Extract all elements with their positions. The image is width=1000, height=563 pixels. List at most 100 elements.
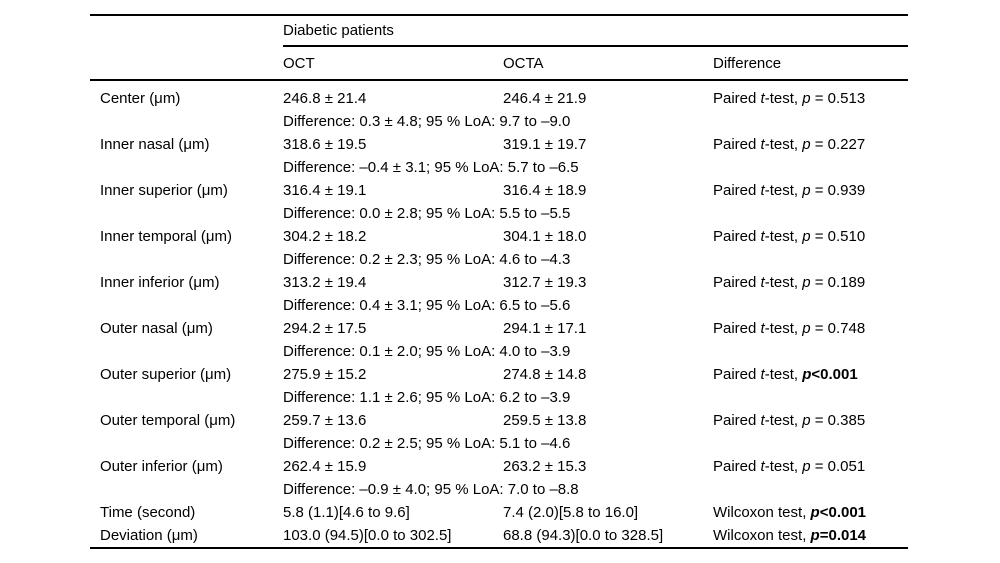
statistic-value: Paired t-test, p = 0.939: [713, 182, 866, 199]
note-row-empty-cell: [90, 386, 283, 409]
octa-value: 312.7 ± 19.3: [503, 274, 587, 291]
difference-note-row: Difference: 0.2 ± 2.3; 95 % LoA: 4.6 to …: [90, 248, 908, 271]
difference-note: Difference: 0.2 ± 2.3; 95 % LoA: 4.6 to …: [283, 251, 571, 268]
table-row: Inner superior (μm) 316.4 ± 19.1 316.4 ± 1…: [90, 179, 908, 202]
octa-value: 259.5 ± 13.8: [503, 412, 587, 429]
difference-note-row: Difference: 1.1 ± 2.6; 95 % LoA: 6.2 to …: [90, 386, 908, 409]
p-value: p = 0.748: [802, 320, 866, 337]
column-header-row: OCT OCTA Difference: [90, 46, 908, 81]
row-label: Inner superior (μm): [100, 182, 228, 199]
p-value: p = 0.189: [802, 274, 866, 291]
table-row: Inner nasal (μm) 318.6 ± 19.5 319.1 ± 19.7…: [90, 133, 908, 156]
octa-value: 304.1 ± 18.0: [503, 228, 587, 245]
difference-note: Difference: 0.4 ± 3.1; 95 % LoA: 6.5 to …: [283, 297, 571, 314]
difference-note-row: Difference: 0.1 ± 2.0; 95 % LoA: 4.0 to …: [90, 340, 908, 363]
note-row-empty-cell: [90, 110, 283, 133]
p-value: p<0.001: [802, 366, 858, 383]
difference-note: Difference: 0.3 ± 4.8; 95 % LoA: 9.7 to …: [283, 113, 571, 130]
table-body: Center (μm) 246.8 ± 21.4 246.4 ± 21.9 Paire…: [90, 80, 908, 549]
row-label: Outer temporal (μm): [100, 412, 236, 429]
difference-note-row: Difference: –0.9 ± 4.0; 95 % LoA: 7.0 to…: [90, 478, 908, 501]
difference-note: Difference: 0.0 ± 2.8; 95 % LoA: 5.5 to …: [283, 205, 571, 222]
oct-octa-comparison-table: Diabetic patients OCT OCTA Difference Ce…: [90, 14, 908, 549]
oct-value: 262.4 ± 15.9: [283, 458, 367, 475]
oct-value: 304.2 ± 18.2: [283, 228, 367, 245]
statistic-value: Paired t-test, p = 0.189: [713, 274, 866, 291]
statistic-value: Paired t-test, p = 0.227: [713, 136, 866, 153]
row-label: Outer nasal (μm): [100, 320, 213, 337]
difference-note: Difference: 0.1 ± 2.0; 95 % LoA: 4.0 to …: [283, 343, 571, 360]
oct-value: 313.2 ± 19.4: [283, 274, 367, 291]
octa-value: 7.4 (2.0)[5.8 to 16.0]: [503, 504, 639, 521]
p-value: p = 0.227: [802, 136, 866, 153]
table-header: Diabetic patients OCT OCTA Difference: [90, 14, 908, 81]
oct-value: 246.8 ± 21.4: [283, 90, 367, 107]
statistic-value: Paired t-test, p = 0.748: [713, 320, 866, 337]
difference-note-row: Difference: 0.0 ± 2.8; 95 % LoA: 5.5 to …: [90, 202, 908, 225]
table-row: Outer temporal (μm) 259.7 ± 13.6 259.5 ± 1…: [90, 409, 908, 432]
column-header-octa: OCTA: [503, 46, 713, 81]
octa-value: 68.8 (94.3)[0.0 to 328.5]: [503, 524, 713, 549]
row-label: Center (μm): [100, 90, 181, 107]
spanner-row: Diabetic patients: [90, 14, 908, 47]
note-row-empty-cell: [90, 202, 283, 225]
difference-note-row: Difference: 0.3 ± 4.8; 95 % LoA: 9.7 to …: [90, 110, 908, 133]
octa-value: 274.8 ± 14.8: [503, 366, 587, 383]
note-row-empty-cell: [90, 478, 283, 501]
oct-value: 318.6 ± 19.5: [283, 136, 367, 153]
table-row: Inner temporal (μm) 304.2 ± 18.2 304.1 ± 1…: [90, 225, 908, 248]
p-value: p<0.001: [810, 504, 867, 521]
column-header-oct: OCT: [283, 46, 503, 81]
row-label: Time (second): [100, 504, 196, 521]
difference-note: Difference: 0.2 ± 2.5; 95 % LoA: 5.1 to …: [283, 435, 571, 452]
p-value: p = 0.385: [802, 412, 866, 429]
oct-value: 294.2 ± 17.5: [283, 320, 367, 337]
statistic-value: Paired t-test, p = 0.051: [713, 458, 866, 475]
row-label: Inner nasal (μm): [100, 136, 210, 153]
oct-value: 103.0 (94.5)[0.0 to 302.5]: [283, 524, 503, 549]
row-label: Outer superior (μm): [100, 366, 232, 383]
difference-note-row: Difference: 0.2 ± 2.5; 95 % LoA: 5.1 to …: [90, 432, 908, 455]
row-label: Inner temporal (μm): [100, 228, 233, 245]
octa-value: 246.4 ± 21.9: [503, 90, 587, 107]
group-header-diabetic-patients: Diabetic patients: [283, 14, 908, 47]
difference-note-row: Difference: 0.4 ± 3.1; 95 % LoA: 6.5 to …: [90, 294, 908, 317]
oct-value: 316.4 ± 19.1: [283, 182, 367, 199]
difference-note: Difference: –0.4 ± 3.1; 95 % LoA: 5.7 to…: [283, 159, 579, 176]
octa-value: 316.4 ± 18.9: [503, 182, 587, 199]
p-value: p = 0.051: [802, 458, 866, 475]
table-row: Center (μm) 246.8 ± 21.4 246.4 ± 21.9 Paire…: [90, 80, 908, 110]
note-row-empty-cell: [90, 340, 283, 363]
table-row: Outer superior (μm) 275.9 ± 15.2 274.8 ± 1…: [90, 363, 908, 386]
p-value: p = 0.939: [802, 182, 866, 199]
statistic-value: Paired t-test, p = 0.385: [713, 412, 866, 429]
table-row: Deviation (μm) 103.0 (94.5)[0.0 to 302.5]…: [90, 524, 908, 549]
p-value: p = 0.510: [802, 228, 866, 245]
note-row-empty-cell: [90, 432, 283, 455]
column-header-difference: Difference: [713, 46, 908, 81]
row-label: Deviation (μm): [90, 524, 283, 549]
column-header-empty-cell: [90, 46, 283, 81]
statistic-value: Paired t-test, p<0.001: [713, 366, 858, 383]
octa-value: 294.1 ± 17.1: [503, 320, 587, 337]
note-row-empty-cell: [90, 248, 283, 271]
row-label: Inner inferior (μm): [100, 274, 220, 291]
oct-value: 5.8 (1.1)[4.6 to 9.6]: [283, 504, 410, 521]
oct-value: 259.7 ± 13.6: [283, 412, 367, 429]
statistic-value: Wilcoxon test, p=0.014: [713, 524, 908, 549]
difference-note: Difference: 1.1 ± 2.6; 95 % LoA: 6.2 to …: [283, 389, 571, 406]
statistic-value: Wilcoxon test, p<0.001: [713, 504, 867, 521]
statistic-value: Paired t-test, p = 0.513: [713, 90, 866, 107]
row-label: Outer inferior (μm): [100, 458, 223, 475]
p-value: p=0.014: [810, 527, 867, 544]
difference-note: Difference: –0.9 ± 4.0; 95 % LoA: 7.0 to…: [283, 481, 579, 498]
note-row-empty-cell: [90, 294, 283, 317]
statistic-value: Paired t-test, p = 0.510: [713, 228, 866, 245]
oct-value: 275.9 ± 15.2: [283, 366, 367, 383]
table-row: Inner inferior (μm) 313.2 ± 19.4 312.7 ± 1…: [90, 271, 908, 294]
note-row-empty-cell: [90, 156, 283, 179]
p-value: p = 0.513: [802, 90, 866, 107]
table-row: Time (second) 5.8 (1.1)[4.6 to 9.6] 7.4 (2…: [90, 501, 908, 524]
difference-note-row: Difference: –0.4 ± 3.1; 95 % LoA: 5.7 to…: [90, 156, 908, 179]
